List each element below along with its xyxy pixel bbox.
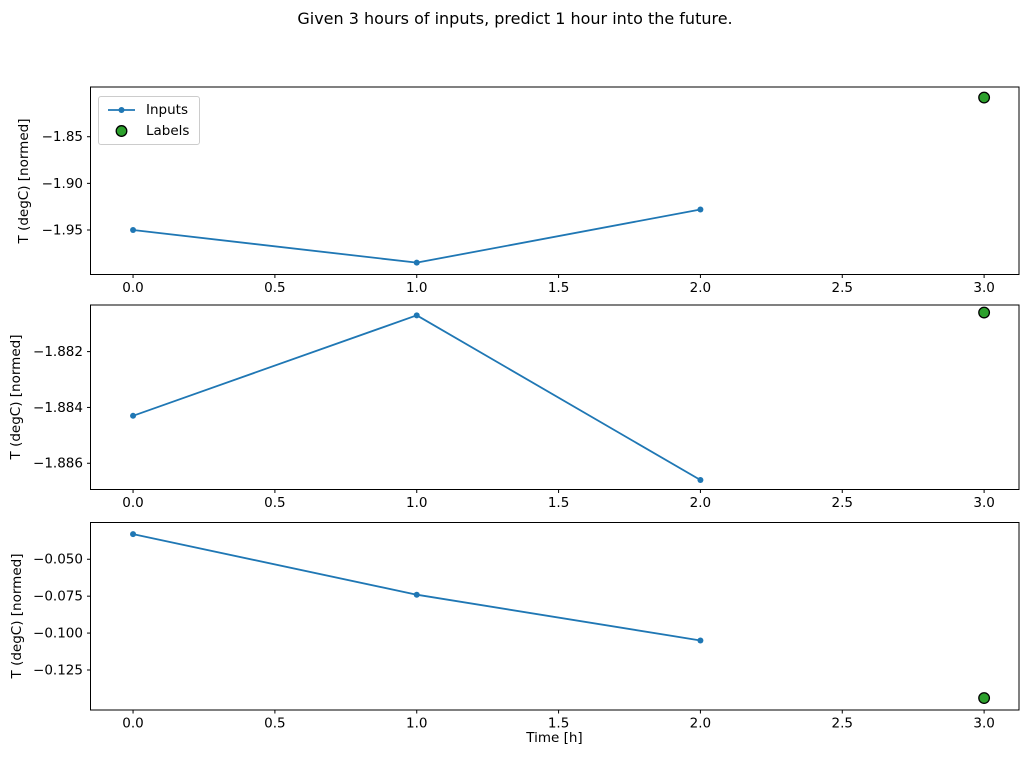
- x-tick-label: 1.0: [406, 280, 427, 296]
- legend-label-inputs: Inputs: [146, 102, 188, 118]
- x-tick-label: 1.0: [406, 716, 427, 732]
- input-point: [697, 637, 704, 644]
- y-tick-label: −0.075: [33, 589, 83, 605]
- y-tick-label: −1.884: [33, 400, 83, 416]
- label-point: [978, 692, 991, 704]
- input-point: [130, 531, 137, 538]
- x-tick-label: 2.0: [690, 280, 711, 296]
- input-point: [697, 477, 704, 484]
- axes-frame-subplot-3: [90, 522, 1020, 711]
- y-tick-label: −1.95: [42, 222, 83, 238]
- axes-frame-subplot-1: [90, 86, 1020, 275]
- x-tick-label: 2.5: [832, 495, 853, 511]
- x-tick-label: 3.0: [973, 280, 994, 296]
- inputs-line: [132, 314, 701, 481]
- label-point: [978, 306, 991, 319]
- x-tick-label: 1.5: [548, 495, 569, 511]
- x-tick-label: 1.5: [548, 716, 569, 732]
- inputs-line: [132, 208, 701, 264]
- legend-label-labels: Labels: [146, 123, 190, 139]
- x-tick-label: 2.0: [690, 716, 711, 732]
- y-tick-label: −1.90: [42, 176, 83, 192]
- input-point: [413, 591, 420, 598]
- legend-item-labels: Labels: [106, 124, 189, 138]
- x-tick-label: 0.0: [122, 280, 143, 296]
- input-point: [697, 206, 704, 213]
- y-tick-label: −1.882: [33, 344, 83, 360]
- input-point: [130, 412, 137, 419]
- x-tick-label: 2.5: [832, 716, 853, 732]
- y-tick-label: −1.886: [33, 456, 83, 472]
- x-tick-label: 0.0: [122, 495, 143, 511]
- x-tick-label: 2.0: [690, 495, 711, 511]
- label-point: [978, 91, 991, 104]
- y-tick-label: −0.050: [33, 552, 83, 568]
- x-tick-label: 0.5: [264, 716, 285, 732]
- x-tick-label: 0.5: [264, 280, 285, 296]
- x-axis-label: Time [h]: [526, 730, 583, 746]
- inputs-line: [132, 533, 701, 642]
- y-axis-label-subplot-2: T (degC) [normed]: [8, 334, 24, 460]
- x-tick-label: 3.0: [973, 716, 994, 732]
- legend-item-inputs: Inputs: [106, 103, 189, 117]
- labels-circle-icon: [115, 125, 128, 137]
- input-point: [130, 227, 137, 234]
- x-tick-label: 0.0: [122, 716, 143, 732]
- figure-title: Given 3 hours of inputs, predict 1 hour …: [297, 9, 733, 28]
- input-point: [413, 259, 420, 266]
- x-tick-label: 1.0: [406, 495, 427, 511]
- x-tick-label: 1.5: [548, 280, 569, 296]
- y-tick-label: −0.125: [33, 662, 83, 678]
- x-tick-label: 2.5: [832, 280, 853, 296]
- x-tick-label: 3.0: [973, 495, 994, 511]
- axes-frame-subplot-2: [90, 304, 1020, 490]
- inputs-line-icon: [108, 107, 135, 113]
- input-point: [413, 312, 420, 319]
- y-axis-label-subplot-1: T (degC) [normed]: [16, 118, 32, 244]
- y-axis-label-subplot-3: T (degC) [normed]: [9, 553, 25, 679]
- y-tick-label: −0.100: [33, 626, 83, 642]
- legend: Inputs Labels: [98, 96, 201, 145]
- y-tick-label: −1.85: [42, 129, 83, 145]
- x-tick-label: 0.5: [264, 495, 285, 511]
